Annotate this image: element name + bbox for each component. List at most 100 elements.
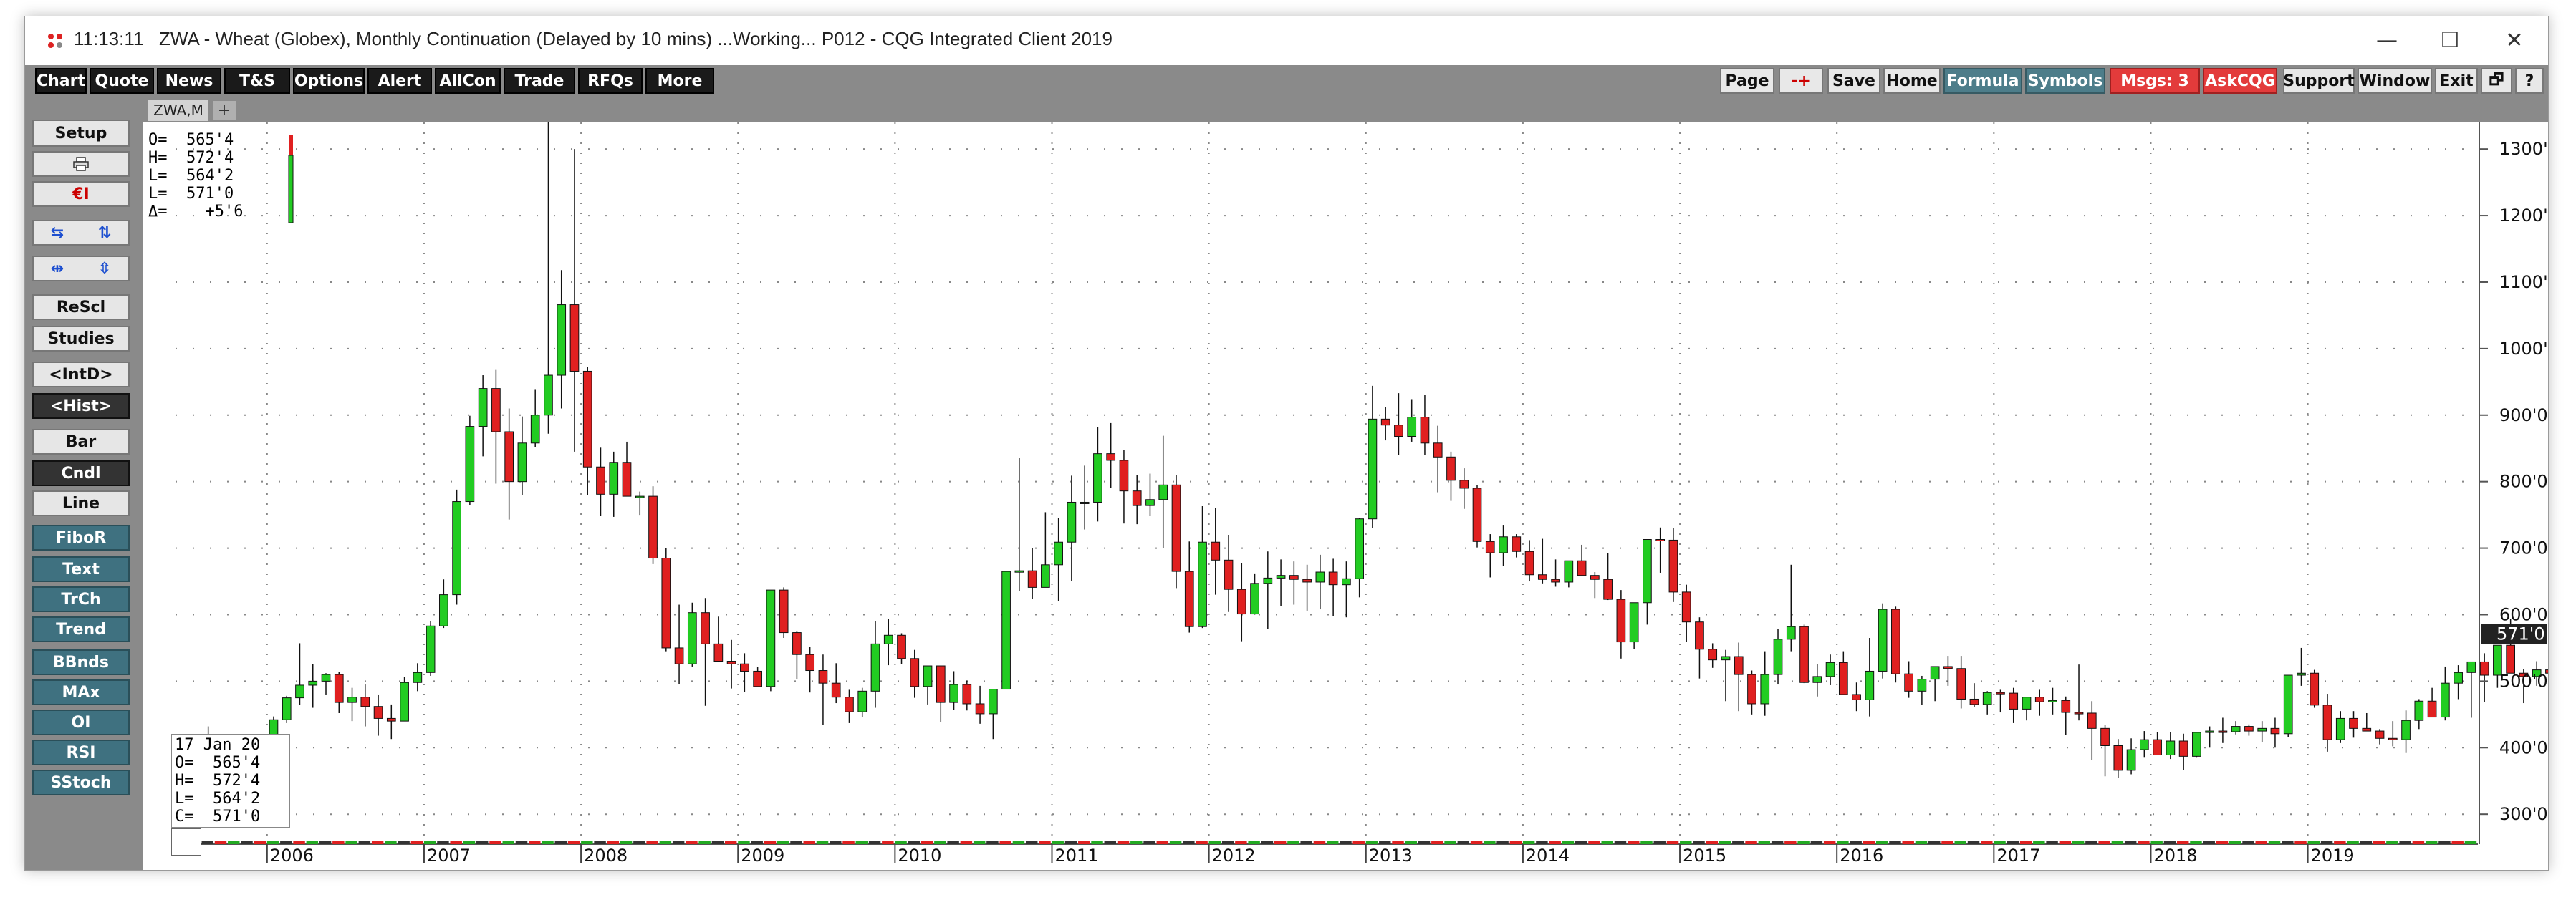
expand-horizontal-icon[interactable]: ⇹ — [50, 259, 64, 278]
x-axis-tick-strip — [2294, 841, 2307, 844]
candle-body — [1695, 621, 1704, 650]
toolbar-quote-button[interactable]: Quote — [90, 68, 154, 94]
x-axis-tick-strip — [1078, 841, 1090, 844]
toolbar-formula-button[interactable]: Formula — [1943, 68, 2022, 94]
toolbar-news-button[interactable]: News — [157, 68, 221, 94]
slow-stochastic-button[interactable]: SStoch — [32, 770, 130, 795]
plot-background — [143, 122, 2548, 870]
x-axis-tick-strip — [1562, 841, 1575, 844]
swap-vertical-icon[interactable]: ⇅ — [97, 223, 112, 242]
candle-chart-button[interactable]: Cndl — [32, 460, 130, 486]
x-axis-tick-strip — [1575, 841, 1587, 844]
x-axis-tick-strip — [410, 841, 423, 844]
x-axis-tick-strip — [1444, 841, 1456, 844]
toolbar-arrows-button[interactable]: -+ — [1779, 68, 1823, 94]
candle-body — [2048, 700, 2057, 702]
candle-body — [347, 697, 357, 703]
setup-button[interactable]: Setup — [32, 120, 130, 147]
bollinger-bands-button[interactable]: BBnds — [32, 649, 130, 675]
candle-body — [2061, 700, 2071, 713]
x-tick-label: 2006 — [270, 846, 314, 866]
toolbar-save-button[interactable]: Save — [1827, 68, 1880, 94]
candle-body — [779, 589, 789, 634]
candle-body — [1184, 571, 1194, 627]
toolbar-symbols-button[interactable]: Symbols — [2025, 68, 2105, 94]
x-axis-tick-strip — [1012, 841, 1025, 844]
restore-icon[interactable]: 🗗 — [2481, 68, 2512, 94]
x-axis-tick-strip — [1719, 841, 1731, 844]
toolbar-options-button[interactable]: Options — [293, 68, 365, 94]
candle-body — [2153, 739, 2162, 756]
x-axis-tick-strip — [2282, 841, 2294, 844]
historical-button[interactable]: <Hist> — [32, 393, 130, 419]
maximize-button[interactable]: ☐ — [2440, 27, 2460, 53]
candle-body — [2178, 740, 2188, 757]
x-axis-tick-strip — [2438, 841, 2451, 844]
x-axis-tick-strip — [973, 841, 986, 844]
candle-body — [557, 304, 567, 376]
line-chart-button[interactable]: Line — [32, 490, 130, 516]
candle-body — [805, 654, 815, 672]
open-interest-button[interactable]: OI — [32, 710, 130, 735]
minimize-button[interactable]: — — [2376, 27, 2398, 53]
candle-body — [1446, 456, 1456, 481]
toolbar-alert-button[interactable]: Alert — [367, 68, 432, 94]
fibonacci-button[interactable]: FiboR — [32, 525, 130, 551]
candle-body — [1747, 674, 1756, 705]
x-axis-tick-strip — [724, 841, 737, 844]
toolbar-more-button[interactable]: More — [645, 68, 714, 94]
rsi-button[interactable]: RSI — [32, 740, 130, 765]
price-chart[interactable]: 300'0 400'0 500'0 600'0 700'0 800'0 900'0 1000'… — [143, 122, 2548, 870]
toolbar-exit-button[interactable]: Exit — [2435, 68, 2478, 94]
add-tab-button[interactable]: + — [213, 101, 236, 120]
candle-body — [413, 672, 423, 683]
bar-chart-button[interactable]: Bar — [32, 429, 130, 455]
studies-button[interactable]: Studies — [32, 326, 130, 352]
toolbar-rfqs-button[interactable]: RFQs — [578, 68, 643, 94]
swap-horizontal-icon[interactable]: ⇆ — [50, 223, 64, 242]
toolbar-ts-button[interactable]: T&S — [224, 68, 290, 94]
x-tick-label: 2010 — [898, 846, 941, 866]
toolbar-support-button[interactable]: Support — [2283, 68, 2355, 94]
toolbar-home-button[interactable]: Home — [1883, 68, 1941, 94]
x-axis-tick-strip — [2307, 841, 2320, 844]
trend-channel-button[interactable]: TrCh — [32, 586, 130, 612]
x-axis-tick-strip — [1509, 841, 1522, 844]
candle-body — [897, 634, 906, 659]
x-axis-tick-strip — [1104, 841, 1116, 844]
text-tool-button[interactable]: Text — [32, 556, 130, 582]
candle-body — [373, 706, 383, 719]
candle-body — [2545, 669, 2548, 674]
trend-line-button[interactable]: Trend — [32, 616, 130, 642]
toolbar-window-button[interactable]: Window — [2358, 68, 2432, 94]
moving-average-button[interactable]: MAx — [32, 679, 130, 705]
euro-button[interactable]: €I — [32, 181, 130, 207]
chart-tab-zwa[interactable]: ZWA,M — [148, 100, 208, 121]
intraday-button[interactable]: <IntD> — [32, 362, 130, 387]
x-axis-tick-strip — [1169, 841, 1182, 844]
close-button[interactable]: ✕ — [2505, 27, 2524, 53]
candle-body — [1342, 578, 1351, 586]
toolbar-askcqg-button[interactable]: AskCQG — [2203, 68, 2277, 94]
candle-body — [609, 462, 619, 495]
candle-body — [648, 495, 658, 559]
help-button[interactable]: ? — [2515, 68, 2544, 94]
expand-vertical-icon[interactable]: ⇳ — [97, 259, 112, 278]
corner-box[interactable] — [171, 828, 201, 856]
toolbar-chart-button[interactable]: Chart — [35, 68, 87, 94]
toolbar-trade-button[interactable]: Trade — [504, 68, 575, 94]
print-button[interactable] — [32, 151, 130, 177]
toolbar-page-button[interactable]: Page — [1720, 68, 1774, 94]
candle-body — [1499, 536, 1508, 553]
toolbar-msgs-button[interactable]: Msgs: 3 — [2110, 68, 2200, 94]
x-tick-label: 2007 — [427, 846, 471, 866]
toolbar-allcon-button[interactable]: AllCon — [435, 68, 501, 94]
candle-body — [1760, 674, 1770, 705]
chart-area[interactable]: 300'0 400'0 500'0 600'0 700'0 800'0 900'0 1000'… — [143, 122, 2548, 870]
x-axis-tick-strip — [1967, 841, 1980, 844]
info-last-row: L= 571'0 — [148, 185, 234, 203]
x-axis-tick-strip — [986, 841, 999, 844]
x-axis-tick-strip — [319, 841, 332, 844]
cqg-app-icon — [48, 34, 62, 48]
rescale-button[interactable]: ReScl — [32, 294, 130, 320]
